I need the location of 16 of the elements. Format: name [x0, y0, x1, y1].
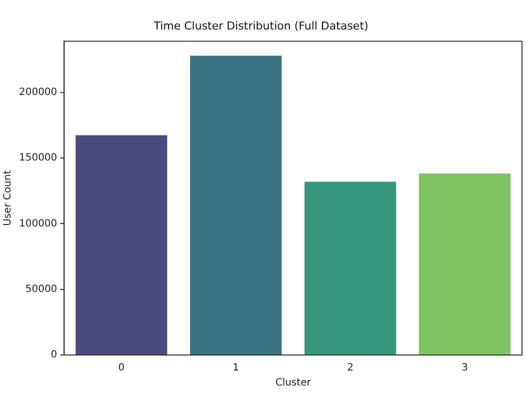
x-tick-label: 3	[462, 362, 468, 374]
y-tick-label: 150000	[18, 152, 58, 164]
bar	[304, 182, 396, 354]
y-tick-label: 0	[50, 350, 58, 361]
x-axis-title: Cluster	[275, 378, 312, 389]
y-tick-label: 100000	[18, 218, 58, 230]
x-tick-label: 1	[232, 362, 240, 374]
bar	[190, 56, 282, 354]
chart-title: Time Cluster Distribution (Full Dataset)	[152, 19, 368, 32]
x-tick-label: 2	[347, 362, 354, 374]
y-tick-label: 50000	[25, 284, 58, 295]
y-tick-label: 200000	[18, 87, 58, 98]
bar	[418, 174, 511, 354]
y-axis-title: User Count	[2, 170, 14, 226]
bar	[76, 135, 168, 354]
x-tick-label: 0	[118, 362, 125, 374]
